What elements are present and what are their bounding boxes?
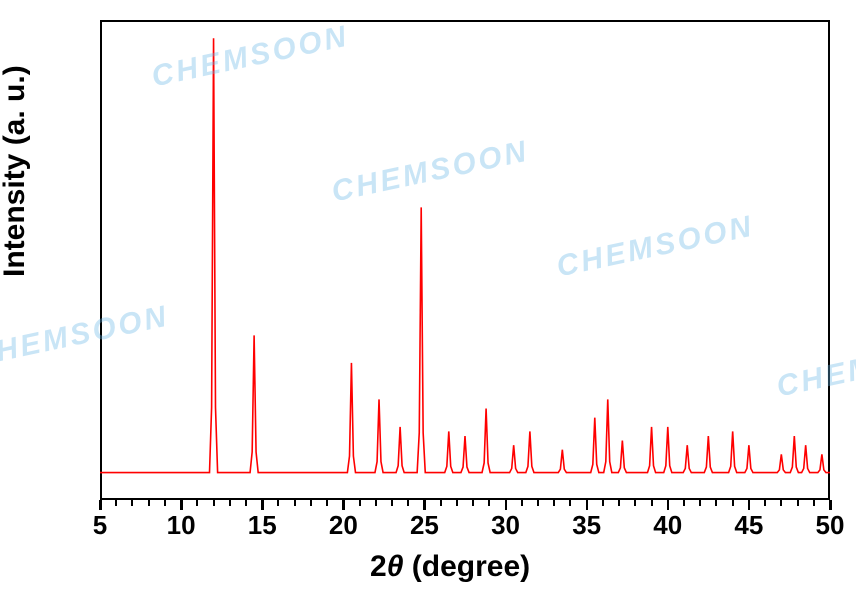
x-tick-major [667, 500, 670, 510]
x-tick-minor [148, 500, 150, 506]
x-tick-minor [780, 500, 782, 506]
x-tick-major [586, 500, 589, 510]
x-tick-label: 35 [572, 510, 601, 541]
x-tick-major [829, 500, 832, 510]
x-tick-major [261, 500, 264, 510]
x-tick-minor [732, 500, 734, 506]
x-tick-minor [715, 500, 717, 506]
xrd-line [100, 38, 830, 472]
x-tick-minor [391, 500, 393, 506]
x-tick-minor [537, 500, 539, 506]
x-tick-label: 25 [410, 510, 439, 541]
x-tick-minor [164, 500, 166, 506]
x-tick-minor [764, 500, 766, 506]
x-tick-minor [310, 500, 312, 506]
x-tick-minor [488, 500, 490, 506]
x-label-suffix: (degree) [403, 550, 530, 583]
x-tick-minor [602, 500, 604, 506]
x-tick-minor [683, 500, 685, 506]
x-tick-label: 15 [248, 510, 277, 541]
x-tick-label: 40 [653, 510, 682, 541]
x-tick-label: 5 [93, 510, 107, 541]
x-tick-minor [634, 500, 636, 506]
x-tick-label: 10 [167, 510, 196, 541]
x-tick-minor [618, 500, 620, 506]
x-tick-minor [229, 500, 231, 506]
x-tick-minor [407, 500, 409, 506]
x-tick-label: 50 [816, 510, 845, 541]
x-tick-major [342, 500, 345, 510]
x-tick-label: 45 [734, 510, 763, 541]
x-tick-minor [213, 500, 215, 506]
x-tick-minor [699, 500, 701, 506]
x-tick-minor [569, 500, 571, 506]
x-tick-major [99, 500, 102, 510]
chart-container [100, 20, 830, 500]
x-tick-major [180, 500, 183, 510]
x-label-theta: θ [387, 550, 404, 583]
x-label-prefix: 2 [370, 550, 387, 583]
x-tick-minor [326, 500, 328, 506]
x-axis-label: 2θ (degree) [370, 550, 530, 584]
x-tick-minor [115, 500, 117, 506]
xrd-pattern-svg [100, 20, 830, 500]
x-tick-minor [196, 500, 198, 506]
x-tick-minor [277, 500, 279, 506]
x-tick-major [505, 500, 508, 510]
x-tick-minor [456, 500, 458, 506]
x-tick-minor [131, 500, 133, 506]
y-axis-label: Intensity (a. u.) [0, 65, 32, 277]
x-tick-minor [553, 500, 555, 506]
x-tick-major [748, 500, 751, 510]
x-tick-label: 20 [329, 510, 358, 541]
x-tick-major [423, 500, 426, 510]
x-tick-minor [375, 500, 377, 506]
x-tick-minor [440, 500, 442, 506]
x-tick-minor [245, 500, 247, 506]
x-tick-minor [797, 500, 799, 506]
x-tick-minor [359, 500, 361, 506]
x-tick-minor [521, 500, 523, 506]
x-tick-minor [294, 500, 296, 506]
x-tick-minor [472, 500, 474, 506]
x-tick-minor [651, 500, 653, 506]
x-tick-minor [813, 500, 815, 506]
x-tick-label: 30 [491, 510, 520, 541]
